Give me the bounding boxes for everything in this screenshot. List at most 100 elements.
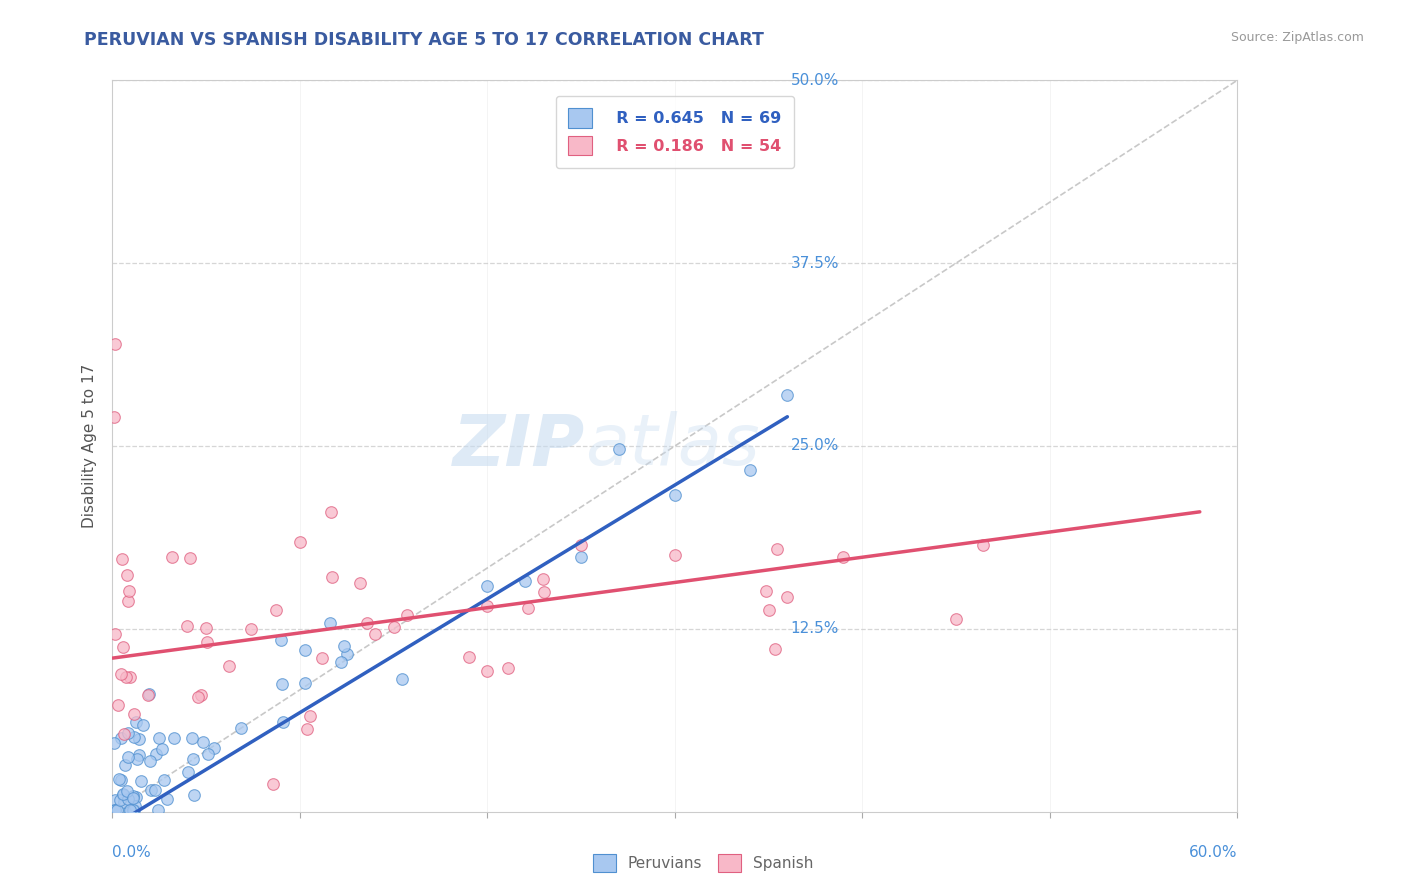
Point [195,635,218,649]
Point [121,789,143,803]
Y-axis label: Disability Age 5 to 17: Disability Age 5 to 17 [82,364,97,528]
Point [125,790,148,805]
Point [152,772,174,787]
Point [107,698,129,712]
Point [336,648,359,662]
Point [160,549,183,564]
Point [664,549,686,563]
Point [115,568,138,582]
Text: 25.0%: 25.0% [790,439,839,453]
Point [124,798,146,813]
Point [776,387,799,401]
Point [156,791,179,805]
Point [298,709,321,723]
Point [104,336,127,351]
Point [105,803,128,817]
Legend: Peruvians, Spanish: Peruvians, Spanish [585,846,821,880]
Text: ZIP: ZIP [453,411,585,481]
Point [349,575,371,590]
Point [176,619,198,633]
Point [321,505,343,519]
Point [136,688,159,702]
Point [945,612,967,626]
Point [190,688,212,702]
Point [117,725,139,739]
Point [765,542,787,557]
Point [127,752,149,766]
Point [145,747,167,762]
Point [197,747,219,761]
Point [122,791,145,805]
Point [183,788,205,802]
Point [121,803,143,817]
Point [972,538,994,552]
Point [218,659,240,673]
Point [103,409,125,424]
Point [319,615,342,630]
Point [395,607,418,622]
Point [148,731,170,745]
Point [122,803,145,817]
Point [294,643,316,657]
Point [664,488,686,502]
Point [104,627,127,641]
Point [607,442,630,456]
Text: 60.0%: 60.0% [1189,845,1237,860]
Point [477,579,499,593]
Point [273,714,295,729]
Point [382,620,405,634]
Point [115,669,138,683]
Point [110,667,132,681]
Point [262,776,284,790]
Point [104,803,127,817]
Point [531,572,554,586]
Point [143,783,166,797]
Point [363,626,385,640]
Point [187,690,209,704]
Point [128,748,150,763]
Point [110,772,132,787]
Point [139,754,162,768]
Point [129,774,152,789]
Point [111,552,134,566]
Point [118,803,141,817]
Point [112,795,135,809]
Point [569,538,592,552]
Point [115,784,138,798]
Point [356,615,378,630]
Point [288,535,311,549]
Point [110,793,132,807]
Point [516,600,538,615]
Point [264,602,287,616]
Point [103,736,125,750]
Point [179,551,201,566]
Point [118,670,141,684]
Point [569,550,592,565]
Point [112,787,135,801]
Point [195,621,218,635]
Point [321,569,343,583]
Point [117,749,139,764]
Point [191,735,214,749]
Point [146,803,169,817]
Point [181,731,204,746]
Point [239,623,262,637]
Point [177,764,200,779]
Point [163,731,186,745]
Point [832,549,855,564]
Point [758,603,780,617]
Text: 50.0%: 50.0% [790,73,839,87]
Point [128,731,150,746]
Point [104,803,127,817]
Point [294,676,316,690]
Point [496,661,519,675]
Point [150,742,173,756]
Point [775,590,797,604]
Point [202,741,225,756]
Point [111,640,134,654]
Legend:   R = 0.645   N = 69,   R = 0.186   N = 54: R = 0.645 N = 69, R = 0.186 N = 54 [555,95,794,168]
Point [138,687,160,701]
Point [457,650,479,665]
Point [108,772,131,786]
Text: PERUVIAN VS SPANISH DISABILITY AGE 5 TO 17 CORRELATION CHART: PERUVIAN VS SPANISH DISABILITY AGE 5 TO … [84,31,765,49]
